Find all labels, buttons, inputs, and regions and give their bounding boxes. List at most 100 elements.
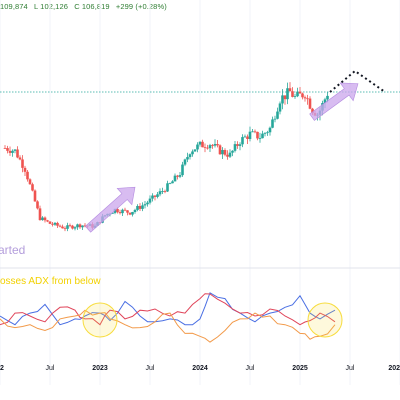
candle-body: [193, 149, 197, 152]
candle-body: [311, 108, 314, 113]
candle-body: [23, 167, 27, 172]
candle-body: [181, 164, 184, 176]
minus-di-line: [0, 293, 336, 326]
candle-body: [68, 225, 72, 227]
x-tick-label: 202: [388, 365, 400, 372]
candle-body: [268, 127, 272, 133]
candle-body: [133, 209, 137, 213]
candle-body: [116, 208, 119, 213]
x-tick-label: 2024: [192, 365, 208, 372]
candle-body: [273, 118, 277, 120]
ohlc-change: +299 (+0.28%): [115, 2, 167, 11]
candle-body: [151, 195, 154, 199]
candle-body: [191, 151, 194, 155]
candle-body: [73, 227, 77, 229]
candle-body: [63, 228, 67, 230]
candle-body: [278, 103, 282, 112]
x-tick-label: Jul: [346, 365, 355, 372]
candle-body: [51, 223, 54, 225]
candle-body: [216, 144, 219, 146]
ohlc-readout: 109,874 L 102,126 C 106,819 +299 (+0.28%…: [0, 2, 171, 11]
candle-body: [156, 194, 159, 197]
trend-arrow-shape: [309, 82, 359, 121]
candle-body: [223, 150, 227, 155]
candle-body: [78, 224, 82, 228]
candle-body: [218, 145, 222, 155]
candle-body: [11, 150, 14, 153]
x-tick-label: Jul: [46, 365, 55, 372]
highlight-circle: [82, 302, 118, 338]
candle-body: [53, 222, 57, 225]
x-tick-label: 2025: [292, 365, 308, 372]
candle-body: [231, 150, 234, 153]
candle-body: [211, 145, 214, 146]
candle-body: [121, 209, 124, 214]
candle-body: [263, 132, 267, 134]
candle-body: [298, 91, 302, 94]
candle-body: [58, 225, 62, 227]
candle-body: [228, 152, 232, 157]
candle-body: [188, 154, 192, 158]
candle-body: [326, 95, 329, 100]
candle-body: [171, 181, 174, 184]
candle-body: [33, 190, 37, 202]
ohlc-high: 109,874: [0, 2, 28, 11]
x-tick-label: Jul: [246, 365, 255, 372]
trend-arrow-shape: [84, 186, 136, 233]
trend-arrow: [309, 82, 359, 121]
candle-body: [186, 157, 189, 160]
candle-body: [251, 131, 254, 133]
highlight-circles: [82, 302, 343, 338]
plus-di-line: [0, 292, 336, 326]
x-tick-label: 2023: [92, 365, 108, 372]
candle-body: [111, 212, 114, 214]
candle-body: [203, 147, 207, 149]
candle-body: [176, 175, 179, 177]
candle-body: [13, 149, 17, 151]
candle-body: [148, 198, 152, 203]
candle-body: [141, 205, 144, 209]
candle-body: [71, 225, 74, 229]
candle-body: [61, 226, 64, 229]
dmi-indicator: [0, 292, 336, 343]
x-tick-label: 2: [0, 365, 4, 372]
candle-body: [126, 210, 129, 213]
highlight-circle: [307, 302, 343, 338]
candle-body: [221, 150, 224, 155]
candle-body: [276, 111, 279, 119]
candle-body: [136, 206, 139, 210]
candle-body: [146, 202, 149, 205]
candle-body: [161, 191, 164, 192]
candle-body: [308, 98, 312, 109]
candle-body: [236, 144, 239, 146]
candle-body: [6, 148, 9, 151]
candle-body: [153, 195, 157, 197]
candle-body: [323, 99, 327, 104]
candle-body: [288, 88, 292, 92]
trend-arrows: [84, 82, 359, 233]
candle-body: [123, 209, 127, 211]
annotation-started: arted: [0, 243, 25, 257]
candle-body: [3, 148, 7, 149]
candle-body: [283, 95, 287, 100]
candle-body: [198, 141, 202, 145]
ohlc-low: L 102,126: [34, 2, 68, 11]
candle-body: [248, 131, 252, 139]
candle-body: [253, 131, 257, 133]
projection-path: [329, 69, 386, 93]
candle-body: [286, 88, 289, 100]
candle-body: [258, 138, 262, 139]
candle-body: [196, 144, 199, 150]
candle-body: [36, 201, 39, 209]
candle-body: [8, 150, 12, 153]
candle-body: [48, 221, 52, 224]
candle-body: [303, 97, 307, 99]
candle-body: [38, 208, 42, 221]
candle-body: [301, 93, 304, 98]
candle-body: [66, 225, 69, 229]
candle-body: [213, 144, 217, 146]
candle-body: [138, 206, 142, 209]
x-tick-label: Jul: [146, 365, 155, 372]
candle-body: [143, 204, 147, 206]
